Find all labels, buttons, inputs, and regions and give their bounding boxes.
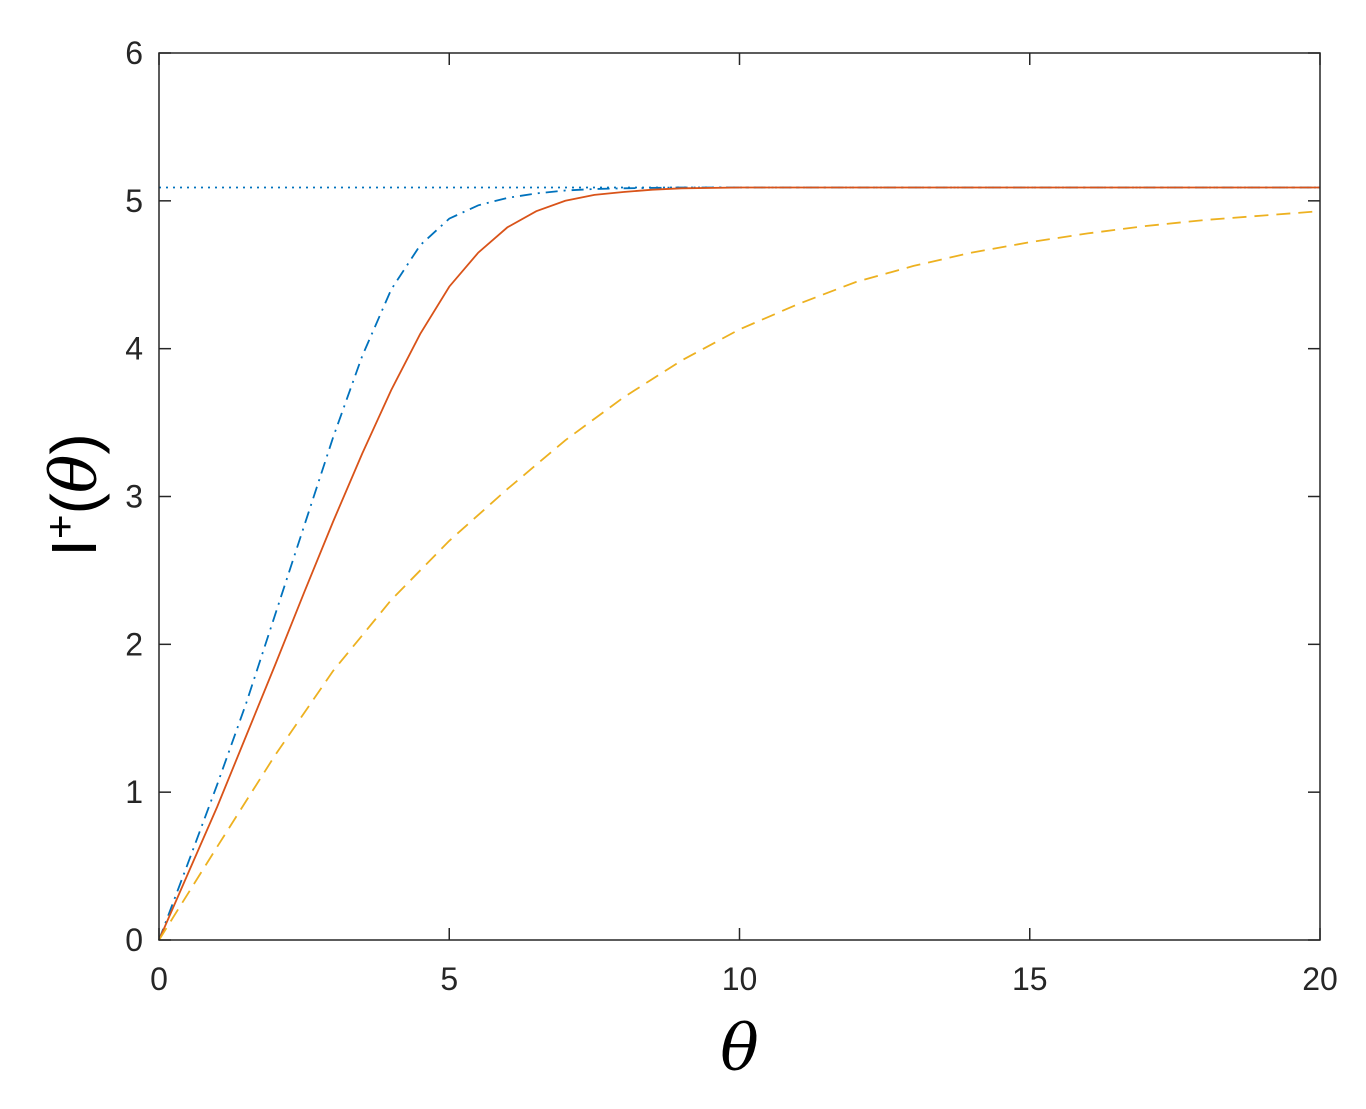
y-tick-label-4: 4 — [125, 331, 143, 367]
y-axis-label-base: I — [38, 539, 110, 557]
y-tick-label-6: 6 — [125, 35, 143, 71]
y-axis-label-close: ) — [38, 433, 110, 454]
y-axis-label: I+(θ) — [36, 433, 112, 556]
y-axis-label-open: ( — [38, 493, 110, 514]
x-tick-label-5: 5 — [440, 961, 458, 997]
y-axis-label-sup: + — [36, 514, 83, 539]
series-layer — [158, 186, 1321, 941]
y-tick-label-0: 0 — [125, 922, 143, 958]
series-line-solid — [158, 186, 1320, 941]
series-line-dashdot — [158, 186, 1320, 941]
x-tick-label-10: 10 — [722, 961, 758, 997]
ticks-layer — [158, 52, 1321, 941]
x-tick-label-0: 0 — [150, 961, 168, 997]
y-axis-label-var: θ — [38, 455, 112, 494]
x-axis-label: θ — [720, 1012, 759, 1086]
y-tick-label-1: 1 — [125, 774, 143, 810]
axes-box — [158, 52, 1321, 941]
tick-labels-layer: 0 5 10 15 20 0 1 2 3 4 5 6 — [125, 35, 1338, 997]
series-line-dashed — [158, 210, 1321, 941]
y-tick-label-2: 2 — [125, 626, 143, 662]
y-tick-label-5: 5 — [125, 183, 143, 219]
y-tick-label-3: 3 — [125, 479, 143, 515]
x-tick-label-15: 15 — [1012, 961, 1048, 997]
x-tick-label-20: 20 — [1302, 961, 1338, 997]
